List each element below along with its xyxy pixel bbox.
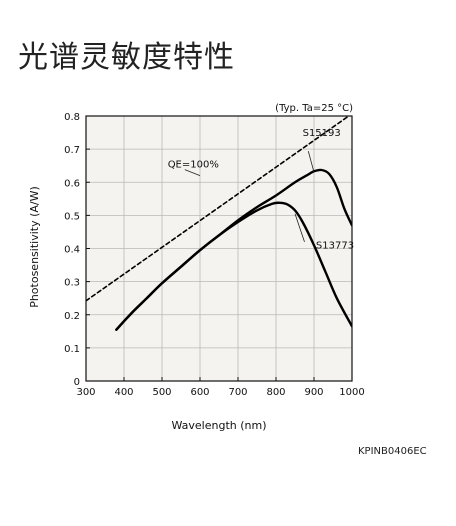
tick-labels: 300 400 500 600 700 800 900 1000 0 0.1 0.2 0.3 0.4 0.… [64,112,365,398]
x-tick-label: 900 [304,387,323,398]
x-axis-label: Wavelength (nm) [171,419,266,432]
x-tick-label: 1000 [339,387,364,398]
leader-line-s15193 [307,151,315,173]
y-axis-label: Photosensitivity (A/W) [28,186,41,308]
x-tick-label: 400 [114,387,133,398]
condition-note: (Typ. Ta=25 °C) [275,103,353,114]
y-tick-label: 0.5 [64,211,80,222]
series-label-s13773: S13773 [316,241,354,252]
x-tick-label: 500 [152,387,171,398]
annotation-layer: S15193 QE=100% S13773 [168,128,354,252]
y-tick-label: 0.1 [64,344,80,355]
y-tick-label: 0.2 [64,311,80,322]
y-tick-label: 0.3 [64,278,80,289]
x-tick-label: 300 [76,387,95,398]
x-tick-label: 600 [190,387,209,398]
x-tick-label: 700 [228,387,247,398]
y-tick-label: 0 [74,377,80,388]
leader-line-s13773 [294,213,305,243]
y-tick-label: 0.7 [64,145,80,156]
series-line-s13773 [115,201,352,331]
y-tick-label: 0.4 [64,245,80,256]
series-label-qe-100: QE=100% [168,159,219,170]
document-code: KPINB0406EC [358,446,427,457]
y-tick-label: 0.6 [64,178,80,189]
leader-line-qe-100 [184,169,201,176]
y-tick-label: 0.8 [64,112,80,123]
x-tick-label: 800 [266,387,285,398]
series-line-qe-100 [86,116,351,302]
series-layer [86,116,352,331]
page-title: 光谱灵敏度特性 [18,40,235,75]
series-label-s15193: S15193 [303,128,341,139]
